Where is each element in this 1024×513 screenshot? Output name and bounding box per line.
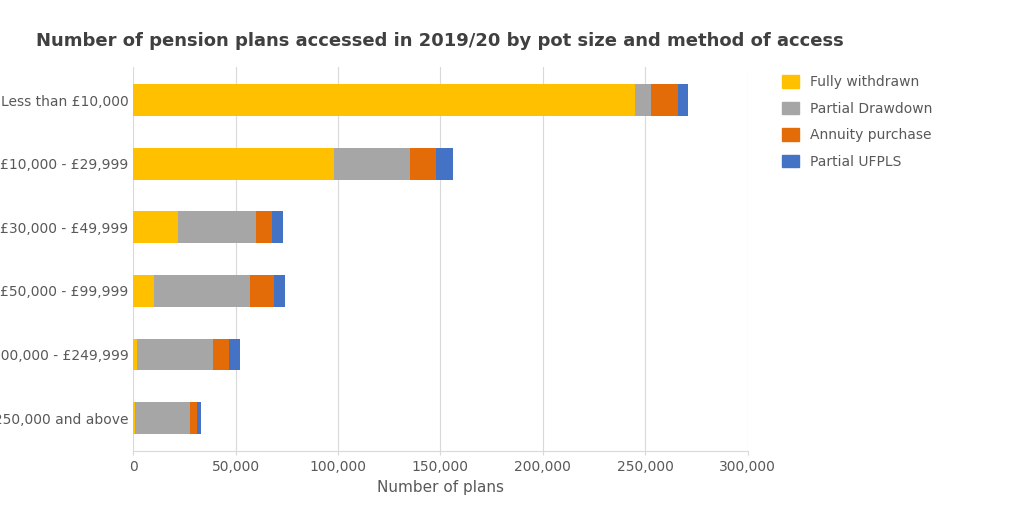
Bar bbox=[135, 402, 190, 434]
Bar bbox=[133, 402, 135, 434]
Bar bbox=[133, 275, 154, 307]
Bar bbox=[154, 275, 250, 307]
Bar bbox=[137, 339, 213, 370]
Bar bbox=[133, 339, 137, 370]
Bar bbox=[678, 84, 688, 116]
Bar bbox=[250, 275, 274, 307]
Title: Number of pension plans accessed in 2019/20 by pot size and method of access: Number of pension plans accessed in 2019… bbox=[37, 32, 844, 50]
Bar bbox=[133, 148, 334, 180]
Bar bbox=[635, 84, 651, 116]
Bar bbox=[274, 275, 285, 307]
Bar bbox=[190, 402, 197, 434]
Bar bbox=[213, 339, 229, 370]
Bar bbox=[436, 148, 453, 180]
Bar bbox=[178, 211, 256, 243]
Bar bbox=[334, 148, 410, 180]
Bar bbox=[133, 211, 178, 243]
Bar bbox=[272, 211, 283, 243]
Bar bbox=[229, 339, 240, 370]
Bar bbox=[256, 211, 272, 243]
X-axis label: Number of plans: Number of plans bbox=[377, 480, 504, 495]
Bar bbox=[651, 84, 678, 116]
Bar bbox=[197, 402, 201, 434]
Legend: Fully withdrawn, Partial Drawdown, Annuity purchase, Partial UFPLS: Fully withdrawn, Partial Drawdown, Annui… bbox=[775, 69, 939, 176]
Bar bbox=[133, 84, 635, 116]
Bar bbox=[410, 148, 436, 180]
